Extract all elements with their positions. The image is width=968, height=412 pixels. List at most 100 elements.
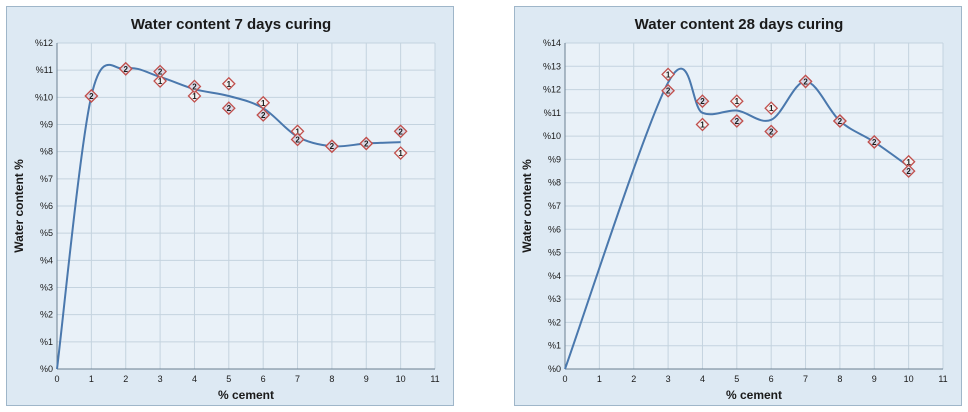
data-point-series-2 [84,89,99,103]
x-tick-label: 3 [158,374,163,384]
data-point-series-2 [221,101,236,116]
y-tick-label: %10 [35,92,53,102]
y-axis-label: Water content % [12,159,26,253]
x-tick-label: 2 [123,374,128,384]
data-point-label: 2 [735,117,740,126]
trend-line [564,67,910,370]
y-tick-label: %3 [40,283,53,293]
data-point-label: 1 [192,92,197,101]
x-tick-label: 6 [769,374,774,384]
data-point-series-2 [798,74,813,89]
y-tick-label: %0 [40,364,53,374]
y-tick-label: %1 [548,341,561,351]
data-point-series-1 [661,67,676,82]
x-tick-label: 11 [430,374,439,384]
chart-7-days-svg: Water content 7 days curing %0 %1 %2 %3 %4 %5%… [12,16,440,402]
chart-28-days-svg: Water content 28 days curing %0 %1 %2 %3 %4 %5… [520,16,948,402]
y-tick-label: %6 [40,201,53,211]
y-tick-label: %7 [548,201,561,211]
data-point-label: 2 [261,111,266,120]
data-point-series-2 [661,83,676,98]
data-point-series-1 [764,101,779,116]
x-tick-label: 1 [89,374,94,384]
data-point-label: 2 [838,117,843,126]
chart-panel-7-days: Water content 7 days curing %0 %1 %2 %3 %4 %5%… [6,6,454,406]
data-point-series-2 [256,108,271,122]
data-point-series-1 [695,117,710,132]
y-tick-label: %5 [40,228,53,238]
y-axis-label: Water content % [520,159,534,253]
y-tick-label: %12 [35,38,53,48]
data-point-label: 2 [295,135,300,144]
data-point-label: 2 [398,127,403,136]
data-point-series-2 [901,164,916,178]
data-point-label: 1 [769,104,774,113]
data-point-label: 2 [666,87,671,96]
data-point-series-2 [832,114,847,128]
data-point-label: 2 [803,77,808,86]
y-tick-label: %14 [543,38,561,48]
data-point-series-2 [187,79,202,94]
data-point-label: 2 [906,167,911,176]
x-tick-label: 6 [261,374,266,384]
x-tick-label: 0 [54,374,59,384]
data-point-series-2 [324,139,339,154]
y-tick-label: %0 [548,364,561,374]
x-tick-label: 0 [562,374,567,384]
y-tick-label: %4 [548,271,561,281]
data-point-series-2 [867,135,882,149]
data-point-series-1 [187,89,202,103]
data-point-series-2 [729,114,744,128]
x-axis-label: % cement [726,388,782,402]
x-tick-label: 8 [837,374,842,384]
x-tick-label: 1 [597,374,602,384]
data-point-label: 1 [295,127,300,136]
y-tick-label: %11 [36,65,53,75]
data-point-label: 1 [666,70,671,79]
x-tick-label: 10 [396,374,406,384]
y-tick-label: %12 [543,85,561,95]
data-point-label: 2 [227,104,232,113]
x-tick-label: 11 [938,374,947,384]
data-point-label: 1 [700,121,705,130]
x-tick-label: 5 [734,374,739,384]
chart-title: Water content 7 days curing [131,16,331,33]
x-tick-label: 3 [666,374,671,384]
x-tick-label: 4 [192,374,197,384]
data-point-label: 2 [872,138,877,147]
x-axis-label: % cement [218,388,274,402]
data-point-label: 2 [89,92,94,101]
y-tick-label: %4 [40,255,53,265]
data-point-label: 2 [124,65,129,74]
y-tick-label: %2 [40,310,53,320]
data-point-series-1 [153,74,168,88]
x-tick-label: 2 [631,374,636,384]
y-tick-label: %6 [548,224,561,234]
data-point-label: 2 [158,68,163,77]
data-point-label: 1 [158,77,163,86]
y-tick-label: %9 [548,154,561,164]
data-point-label: 1 [398,149,403,158]
data-point-label: 1 [906,158,911,167]
y-tick-label: %9 [40,120,53,130]
data-point-series-2 [359,136,374,151]
data-point-label: 2 [769,127,774,136]
y-tick-label: %8 [40,147,53,157]
chart-title: Water content 28 days curing [635,16,844,33]
x-tick-label: 4 [700,374,705,384]
y-tick-label: %13 [543,61,561,71]
y-tick-label: %10 [543,131,561,141]
x-tick-label: 8 [329,374,334,384]
y-tick-label: %3 [548,294,561,304]
data-point-series-1 [221,76,236,91]
data-point-series-1 [729,94,744,109]
data-point-series-2 [695,94,710,109]
data-point-series-2 [764,124,779,139]
data-point-label: 2 [330,142,335,151]
x-tick-label: 10 [904,374,914,384]
data-point-series-2 [290,132,305,147]
data-point-label: 1 [261,99,266,108]
data-point-series-2 [153,64,168,79]
data-point-label: 2 [364,140,369,149]
x-tick-label: 9 [364,374,369,384]
